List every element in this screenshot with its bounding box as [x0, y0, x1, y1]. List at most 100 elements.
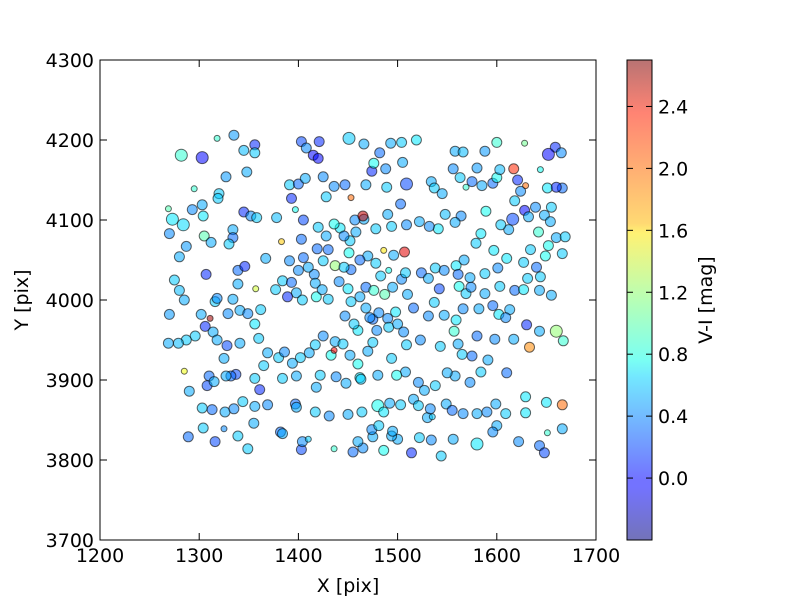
data-point-262	[438, 309, 450, 321]
data-point-156	[387, 281, 399, 293]
data-point-82	[508, 163, 520, 175]
data-point-333	[520, 407, 532, 419]
data-point-206	[260, 252, 272, 264]
data-point-31	[186, 204, 198, 216]
data-point-380	[418, 384, 430, 396]
data-point-103	[449, 216, 461, 228]
data-point-57	[317, 171, 329, 183]
data-point-136	[297, 252, 309, 264]
data-point-86	[536, 166, 544, 174]
data-point-309	[237, 396, 249, 408]
data-point-376	[464, 376, 476, 388]
data-point-276	[489, 333, 501, 345]
data-point-171	[539, 250, 551, 262]
data-point-303	[218, 352, 230, 364]
data-point-18	[410, 134, 422, 146]
data-point-165	[452, 268, 464, 280]
data-point-214	[163, 308, 175, 320]
data-point-378	[441, 367, 453, 379]
data-point-293	[258, 360, 270, 372]
data-point-144	[296, 294, 308, 306]
data-point-97	[503, 224, 515, 236]
data-point-172	[525, 244, 536, 256]
data-point-72	[436, 188, 448, 200]
data-point-74	[454, 172, 466, 184]
data-point-55	[286, 192, 297, 204]
data-point-202	[232, 278, 244, 290]
data-point-158	[400, 267, 411, 279]
data-point-280	[434, 340, 446, 352]
x-axis-label: X [pix]	[317, 575, 379, 597]
data-point-305	[196, 402, 208, 414]
data-point-68	[400, 177, 413, 191]
data-point-286	[355, 373, 367, 385]
data-point-161	[422, 272, 434, 284]
data-point-76	[466, 176, 478, 188]
data-point-379	[429, 380, 441, 392]
data-point-273	[557, 335, 569, 347]
data-point-208	[227, 293, 239, 305]
colorbar-label: V-I [mag]	[695, 256, 717, 343]
data-point-294	[249, 372, 261, 384]
y-tick-label: 3900	[46, 370, 94, 392]
data-point-92	[523, 211, 534, 223]
data-point-109	[386, 220, 398, 232]
data-point-224	[221, 340, 233, 352]
data-point-64	[368, 157, 380, 169]
colorbar-tick-label: 1.6	[658, 220, 688, 242]
data-point-321	[395, 399, 407, 411]
data-point-34	[164, 205, 172, 213]
data-point-207	[270, 284, 282, 296]
data-point-219	[189, 330, 201, 342]
data-point-240	[352, 358, 364, 370]
data-point-226	[253, 332, 265, 344]
data-point-15	[374, 147, 386, 159]
data-point-272	[549, 324, 563, 338]
data-point-275	[508, 333, 520, 345]
data-point-3	[213, 134, 221, 142]
data-point-374	[482, 354, 494, 366]
data-point-60	[339, 179, 351, 191]
x-tick-label: 1400	[274, 545, 322, 567]
data-point-67	[397, 156, 409, 168]
data-point-66	[381, 181, 393, 193]
data-point-111	[382, 208, 394, 220]
data-point-89	[509, 195, 521, 207]
data-point-125	[380, 246, 388, 254]
data-point-35	[165, 212, 179, 226]
data-point-373	[501, 367, 513, 379]
data-point-48	[278, 238, 285, 246]
data-point-142	[290, 287, 302, 299]
data-point-325	[424, 403, 436, 415]
data-point-381	[412, 376, 424, 388]
data-point-223	[211, 334, 223, 346]
data-point-188	[556, 248, 568, 260]
data-point-363	[209, 436, 221, 448]
data-point-141	[286, 276, 297, 288]
data-point-328	[457, 408, 469, 420]
data-point-237	[330, 346, 338, 354]
data-point-1	[174, 148, 188, 162]
data-point-150	[342, 283, 354, 295]
data-point-83	[512, 174, 524, 186]
data-point-340	[447, 433, 459, 445]
x-tick-label: 1300	[175, 545, 223, 567]
colorbar-tick-label: 0.8	[658, 344, 688, 366]
data-point-243	[367, 336, 379, 348]
data-point-210	[222, 308, 234, 320]
data-point-231	[294, 352, 306, 364]
data-point-77	[471, 162, 483, 174]
data-point-277	[471, 330, 483, 342]
data-point-310	[249, 400, 261, 412]
data-point-281	[414, 334, 426, 346]
data-point-300	[208, 376, 220, 388]
data-point-180	[479, 288, 491, 300]
data-point-327	[446, 404, 458, 416]
data-point-148	[333, 276, 345, 288]
data-point-368	[513, 436, 525, 448]
data-point-216	[206, 314, 214, 322]
data-point-239	[344, 349, 356, 361]
data-point-155	[379, 288, 391, 300]
data-point-244	[371, 324, 383, 336]
